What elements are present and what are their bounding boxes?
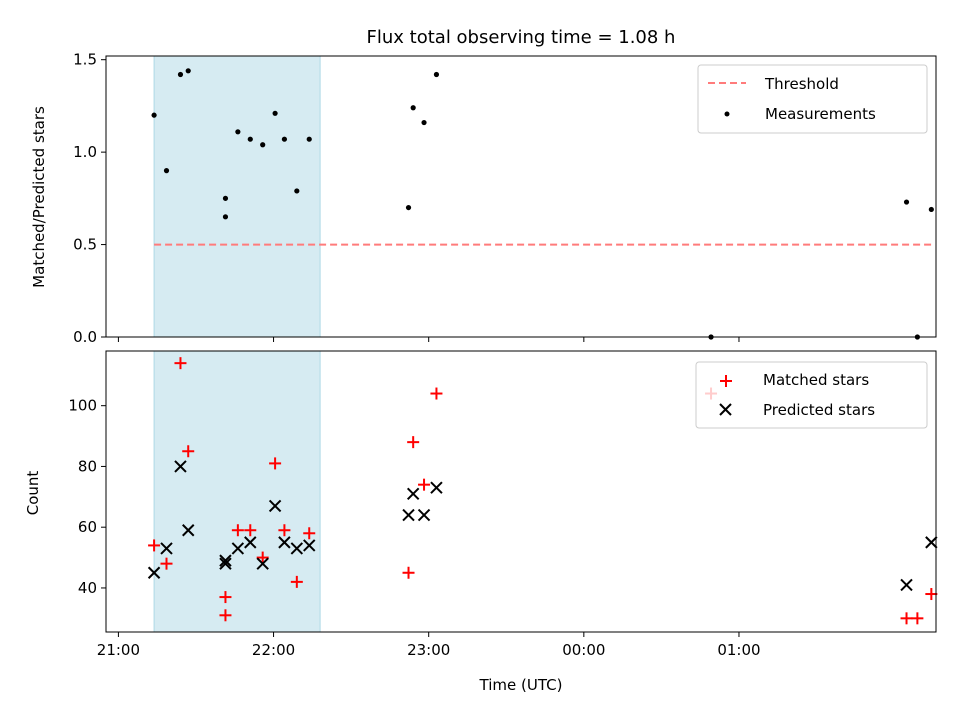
matched-star-point [430,387,443,400]
matched-star-point [278,524,291,537]
measurement-point [405,204,412,211]
x-tick-label: 22:00 [252,641,295,659]
measurement-point [928,206,934,213]
predicted-star-point [417,508,431,522]
matched-star-point [290,575,303,588]
measurement-point [410,105,416,111]
x-axis-label: Time (UTC) [479,676,563,694]
top-y-tick-label: 1.5 [73,51,97,69]
top-y-tick-label: 0.5 [73,236,97,254]
bottom-legend: Matched stars Predicted stars [695,361,928,429]
predicted-star-point [278,536,291,549]
measurement-point [433,71,440,78]
predicted-star-point [430,481,443,494]
top-y-tick-label: 1.0 [73,143,97,161]
matched-star-point [407,436,420,449]
x-tick-label: 21:00 [97,641,140,659]
top-highlight-span [153,55,321,338]
matched-star-point [244,524,257,537]
predicted-star-point [244,536,257,549]
matched-star-point [925,588,938,601]
bottom-y-tick-label: 60 [78,518,97,536]
predicted-star-point [174,460,187,473]
measurement-point [260,142,266,148]
predicted-star-point [256,557,269,570]
measurement-point [163,168,170,174]
bottom-plot-area [147,350,938,633]
legend-measurements-label: Measurements [765,105,876,123]
predicted-star-point [402,508,415,522]
bottom-x-ticks: 21:00 22:00 23:00 00:00 01:00 [97,632,761,659]
bottom-highlight-span [153,350,321,633]
x-tick-label: 01:00 [717,641,760,659]
bottom-y-tick-label: 100 [68,397,97,415]
predicted-star-point [925,536,938,549]
predicted-star-point [219,554,232,567]
x-tick-label: 23:00 [407,641,450,659]
measurement-point [306,136,312,142]
measurement-point [421,119,427,126]
top-legend-box [697,64,928,134]
measurement-point [222,214,229,220]
measurement-point [903,199,910,205]
bottom-panel: 40 60 80 100 21:00 22:00 23:00 00:00 01:00 Coun… [24,350,938,694]
legend-matched-label: Matched stars [763,371,869,389]
matched-star-point [900,612,913,625]
matched-star-point [160,557,173,570]
predicted-star-point [219,557,232,570]
top-y-ticks: 0.0 0.5 1.0 1.5 [73,51,106,346]
top-panel: 0.0 0.5 1.0 1.5 Matched/Predicted stars Thr… [30,51,937,346]
predicted-star-point [147,566,161,579]
matched-star-point [231,524,244,537]
bottom-y-tick-label: 40 [78,579,97,597]
predicted-star-point [160,542,173,555]
bottom-y-axis-label: Count [24,471,42,516]
legend-predicted-label: Predicted stars [763,401,875,419]
top-plot-area [151,55,934,340]
top-y-axis-label: Matched/Predicted stars [30,106,48,288]
predicted-star-point [900,578,913,592]
bottom-legend-box [695,361,928,429]
measurement-point [247,136,253,142]
measurement-point [185,68,191,74]
x-tick-label: 00:00 [562,641,605,659]
matched-star-point [182,445,195,458]
matched-star-point [269,457,282,470]
predicted-star-point [290,542,304,555]
measurement-point [151,112,157,118]
matched-star-point [402,566,415,579]
predicted-star-point [303,539,316,552]
measurement-point [177,71,184,78]
matched-star-point [418,478,431,491]
top-y-tick-label: 0.0 [73,328,97,346]
matched-star-point [256,551,269,564]
matched-star-point [148,539,161,552]
predicted-star-point [231,542,245,555]
bottom-axes-frame [105,350,937,633]
measurement-point [272,110,278,116]
matched-star-point [219,609,232,622]
matched-star-point [219,591,232,604]
predicted-star-point [406,487,420,500]
measurement-point [235,129,241,135]
top-legend: Threshold Measurements [697,64,928,134]
top-x-ticks [117,337,740,342]
measurement-point [222,195,229,201]
matched-star-point [174,357,187,370]
top-axes-frame [105,55,937,338]
predicted-star-point [182,524,195,537]
legend-measurements-swatch [724,111,730,117]
legend-threshold-label: Threshold [764,75,839,93]
measurement-point [294,188,300,194]
bottom-y-ticks: 40 60 80 100 [68,397,106,597]
bottom-y-tick-label: 80 [78,457,97,475]
measurement-point [281,136,288,142]
legend-predicted-swatch [719,403,732,416]
chart-title: Flux total observing time = 1.08 h [367,27,676,48]
matched-star-point [303,527,316,540]
predicted-star-point [268,499,282,513]
matched-star-point [911,612,924,625]
legend-matched-swatch [720,375,732,387]
